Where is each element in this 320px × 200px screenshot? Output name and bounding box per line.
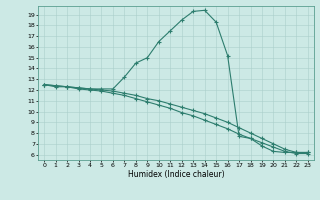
X-axis label: Humidex (Indice chaleur): Humidex (Indice chaleur) xyxy=(128,170,224,179)
